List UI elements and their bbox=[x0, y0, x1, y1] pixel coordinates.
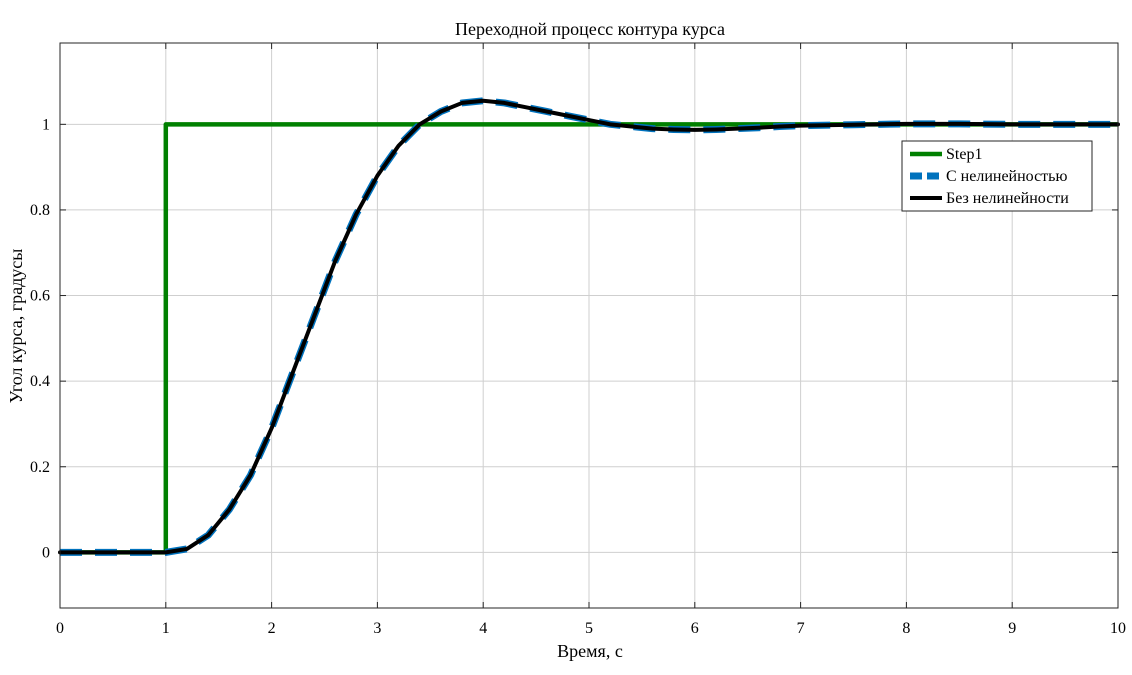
legend-item-label: Step1 bbox=[946, 146, 982, 163]
y-tick-label: 0 bbox=[42, 544, 50, 561]
x-tick-label: 4 bbox=[479, 620, 487, 637]
series-без-нелинейности-line bbox=[58, 98, 1120, 555]
y-tick-label: 0.8 bbox=[30, 202, 50, 219]
x-tick-label: 9 bbox=[1008, 620, 1016, 637]
y-tick-labels: 0 0.2 0.4 0.6 0.8 1 bbox=[30, 116, 50, 561]
legend-item-label: Без нелинейности bbox=[946, 190, 1069, 207]
x-tick-label: 0 bbox=[56, 620, 64, 637]
y-axis-label: Угол курса, градусы bbox=[6, 249, 26, 404]
chart-title: Переходной процесс контура курса bbox=[455, 19, 725, 39]
x-tick-label: 10 bbox=[1110, 620, 1126, 637]
x-tick-label: 3 bbox=[373, 620, 381, 637]
x-tick-label: 8 bbox=[902, 620, 910, 637]
y-tick-label: 0.2 bbox=[30, 459, 50, 476]
y-tick-label: 0.6 bbox=[30, 288, 50, 305]
x-tick-label: 6 bbox=[691, 620, 699, 637]
series-layer bbox=[58, 97, 1120, 556]
x-tick-label: 7 bbox=[797, 620, 805, 637]
x-tick-label: 2 bbox=[268, 620, 276, 637]
x-tick-label: 1 bbox=[162, 620, 170, 637]
x-tick-label: 5 bbox=[585, 620, 593, 637]
legend: Step1 С нелинейностью Без нелинейности bbox=[901, 140, 1093, 212]
x-axis-label: Время, с bbox=[557, 641, 623, 661]
y-tick-label: 0.4 bbox=[30, 373, 50, 390]
y-tick-label: 1 bbox=[42, 116, 50, 133]
x-tick-labels: 0 1 2 3 4 5 6 7 8 9 10 bbox=[56, 620, 1126, 637]
legend-item-label: С нелинейностью bbox=[946, 168, 1067, 185]
grid-lines bbox=[59, 43, 1119, 608]
plot-frame bbox=[59, 42, 1119, 609]
